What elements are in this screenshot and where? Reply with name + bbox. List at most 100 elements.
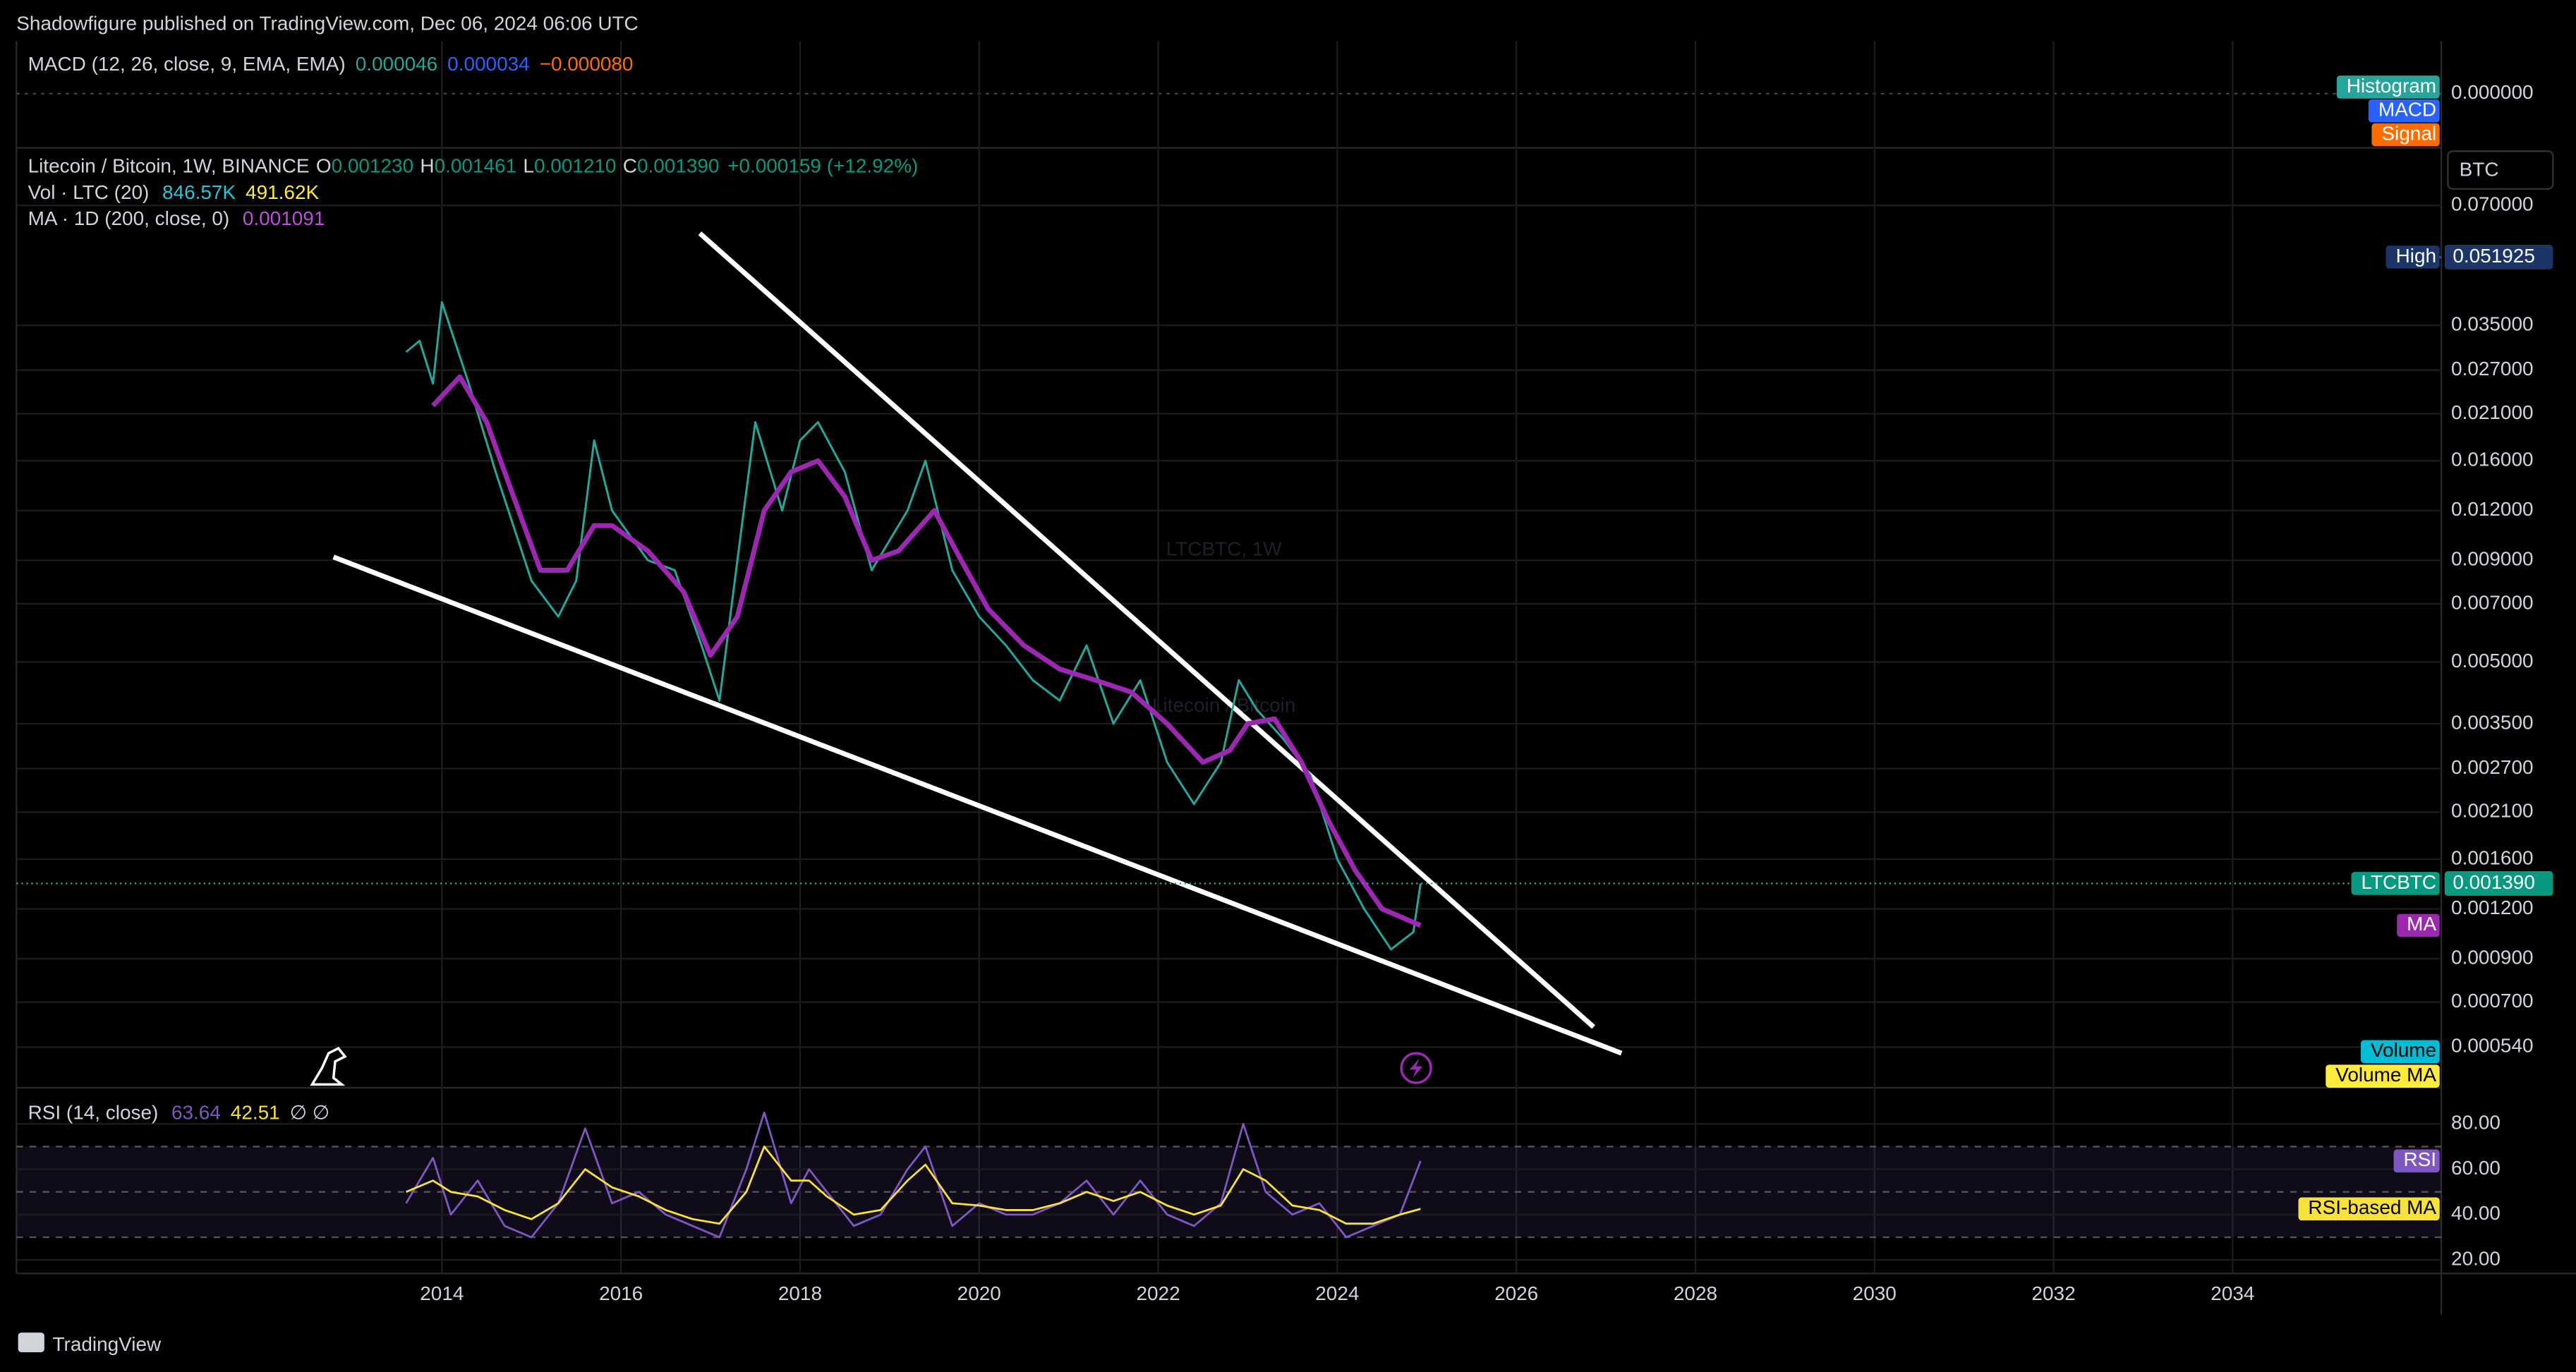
legend-item: 0.001390: [637, 155, 720, 177]
axis-tag-label-box: [2397, 913, 2440, 937]
rsi-tick-label: 20.00: [2451, 1248, 2501, 1270]
legend-item: H: [420, 155, 434, 177]
legend-item: L: [523, 155, 534, 177]
dragon-icon: [310, 1046, 347, 1086]
legend-item: MA · 1D (200, close, 0): [28, 208, 230, 230]
time-tick-label: 2018: [778, 1282, 822, 1304]
price-tick-label: 0.001600: [2451, 846, 2534, 868]
currency: BTC: [2460, 159, 2499, 181]
series-line: [405, 1111, 1422, 1239]
legend-item: C: [623, 155, 637, 177]
legend-item: O: [316, 155, 332, 177]
legend: MA · 1D (200, close, 0) 0.001091: [28, 208, 325, 230]
legend-item: +0.000159 (+12.92%): [727, 155, 918, 177]
price-tick-label: 0.021000: [2451, 401, 2534, 423]
price-tick-label: 0.001200: [2451, 897, 2534, 918]
rsi-tick-label: 60.00: [2451, 1157, 2501, 1179]
axis-tag-box: [2444, 870, 2553, 896]
watermark-symbol: LTCBTC, 1W: [1166, 538, 1283, 560]
time-tick-label: 2030: [1853, 1282, 1897, 1304]
price-tick-label: 0.009000: [2451, 548, 2534, 570]
legend-item: 0.001461: [435, 155, 517, 177]
series-line: [405, 300, 1422, 951]
axis-tag-label-box: [2326, 1064, 2440, 1088]
axis-tag-name: Volume: [2371, 1039, 2436, 1061]
currency-button[interactable]: [2447, 150, 2554, 190]
legend: RSI (14, close) 63.64 42.51 ∅ ∅: [28, 1102, 330, 1124]
rsi-tick-label: 40.00: [2451, 1202, 2501, 1224]
legend-item: RSI (14, close): [28, 1102, 159, 1124]
axis-tag-label-box: [2336, 75, 2440, 99]
axis-tag-label-box: [2351, 872, 2440, 895]
axis-tag-box: [2444, 244, 2553, 269]
axis-tag-label-box: [2371, 123, 2440, 147]
axis-tag-label-box: [2298, 1197, 2440, 1221]
axis-tag-name: Histogram: [2347, 75, 2436, 97]
time-tick-label: 2024: [1315, 1282, 1359, 1304]
axis-tag-label-box: [2360, 1040, 2440, 1064]
legend-item: 491.62K: [246, 181, 319, 203]
legend: Litecoin / Bitcoin, 1W, BINANCE O0.001230…: [28, 155, 919, 177]
axis-tag-name: High: [2396, 245, 2436, 267]
price-tick-label: 0.035000: [2451, 313, 2534, 335]
price-tick-label: 0.070000: [2451, 193, 2534, 215]
time-tick-label: 2034: [2211, 1282, 2254, 1304]
price-tick-label: 0.027000: [2451, 358, 2534, 380]
price-tick-label: 0.012000: [2451, 498, 2534, 520]
series-line: [431, 374, 1422, 928]
price-tick-label: 0.000700: [2451, 990, 2534, 1012]
legend-item: Litecoin / Bitcoin, 1W, BINANCE: [28, 155, 310, 177]
price-tick-label: 0.000900: [2451, 946, 2534, 968]
publisher: Shadowfigure published on TradingView.co…: [16, 12, 638, 34]
legend-item: MACD (12, 26, close, 9, EMA, EMA): [28, 54, 346, 75]
time-tick-label: 2028: [1674, 1282, 1717, 1304]
rsi-tick-label: 80.00: [2451, 1112, 2501, 1134]
trend-line[interactable]: [698, 231, 1595, 1029]
axis-tag-name: RSI-based MA: [2308, 1196, 2436, 1218]
legend-item: 0.001091: [243, 208, 325, 230]
axis-tag-name: RSI: [2404, 1148, 2437, 1170]
axis-tag-name: LTCBTC: [2362, 871, 2437, 893]
legend-item: 0.001210: [534, 155, 617, 177]
legend: MACD (12, 26, close, 9, EMA, EMA) 0.00004…: [28, 54, 634, 75]
time-tick-label: 2032: [2031, 1282, 2075, 1304]
legend-item: 63.64: [171, 1102, 221, 1124]
price-tick-label: 0.002700: [2451, 756, 2534, 778]
trend-line[interactable]: [332, 554, 1623, 1056]
legend-item: 0.000046: [356, 54, 438, 75]
axis-tag-value: 0.001390: [2453, 871, 2535, 893]
lightning-icon[interactable]: [1400, 1052, 1432, 1084]
legend-item: ∅ ∅: [290, 1102, 329, 1124]
axis-tag-label-box: [2393, 1149, 2440, 1173]
price-tick-label: 0.007000: [2451, 591, 2534, 613]
axis-tag-name: MACD: [2378, 99, 2436, 121]
legend-item: 42.51: [231, 1102, 280, 1124]
legend-item: 0.000034: [447, 54, 530, 75]
axis-tag-label-box: [2385, 245, 2440, 269]
time-tick-label: 2014: [420, 1282, 464, 1304]
price-tick-label: 0.005000: [2451, 650, 2534, 672]
time-tick-label: 2020: [957, 1282, 1001, 1304]
axis-tag-name: Signal: [2381, 122, 2436, 144]
time-tick-label: 2022: [1136, 1282, 1180, 1304]
series-line: [406, 1146, 1421, 1225]
lightning-glyph: [1409, 1058, 1423, 1079]
axis-tag-name: MA: [2407, 913, 2436, 935]
watermark: LTCBTC, 1W Litecoin / Bitcoin: [1152, 538, 1295, 716]
price-tick-label: 0.000540: [2451, 1035, 2534, 1057]
legend: Vol · LTC (20) 846.57K 491.62K: [28, 181, 320, 203]
legend-item: 846.57K: [162, 181, 236, 203]
price-tick-label: 0.016000: [2451, 449, 2534, 471]
footer-brand: TradingView: [53, 1333, 162, 1355]
price-tick-label: 0.002100: [2451, 800, 2534, 822]
legend-item: −0.000080: [540, 54, 634, 75]
axis-tag-name: Volume MA: [2335, 1064, 2436, 1086]
axis-tag-value: 0.051925: [2453, 245, 2535, 267]
macd-zero-label: 0.000000: [2451, 81, 2534, 103]
axis-tag-label-box: [2368, 99, 2440, 123]
time-tick-label: 2026: [1494, 1282, 1538, 1304]
tv-logo: [18, 1332, 44, 1353]
time-tick-label: 2016: [599, 1282, 643, 1304]
